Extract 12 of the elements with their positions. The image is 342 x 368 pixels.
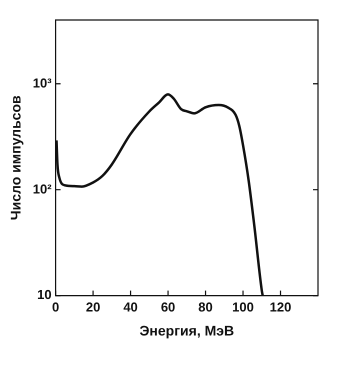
x-tick-label: 80	[198, 300, 213, 315]
y-tick-label: 10	[37, 287, 52, 302]
x-axis-title: Энергия, МэВ	[139, 322, 234, 338]
y-tick-label: 10³	[32, 75, 52, 90]
y-tick-label: 10²	[32, 181, 52, 196]
x-tick-label: 60	[160, 300, 176, 315]
x-tick-label: 0	[52, 300, 60, 315]
x-tick-label: 20	[86, 300, 100, 315]
x-tick-label: 40	[123, 300, 138, 315]
x-tick-label: 100	[232, 300, 254, 315]
y-axis-title: Число импульсов	[7, 94, 24, 220]
x-tick-label: 120	[270, 300, 292, 315]
